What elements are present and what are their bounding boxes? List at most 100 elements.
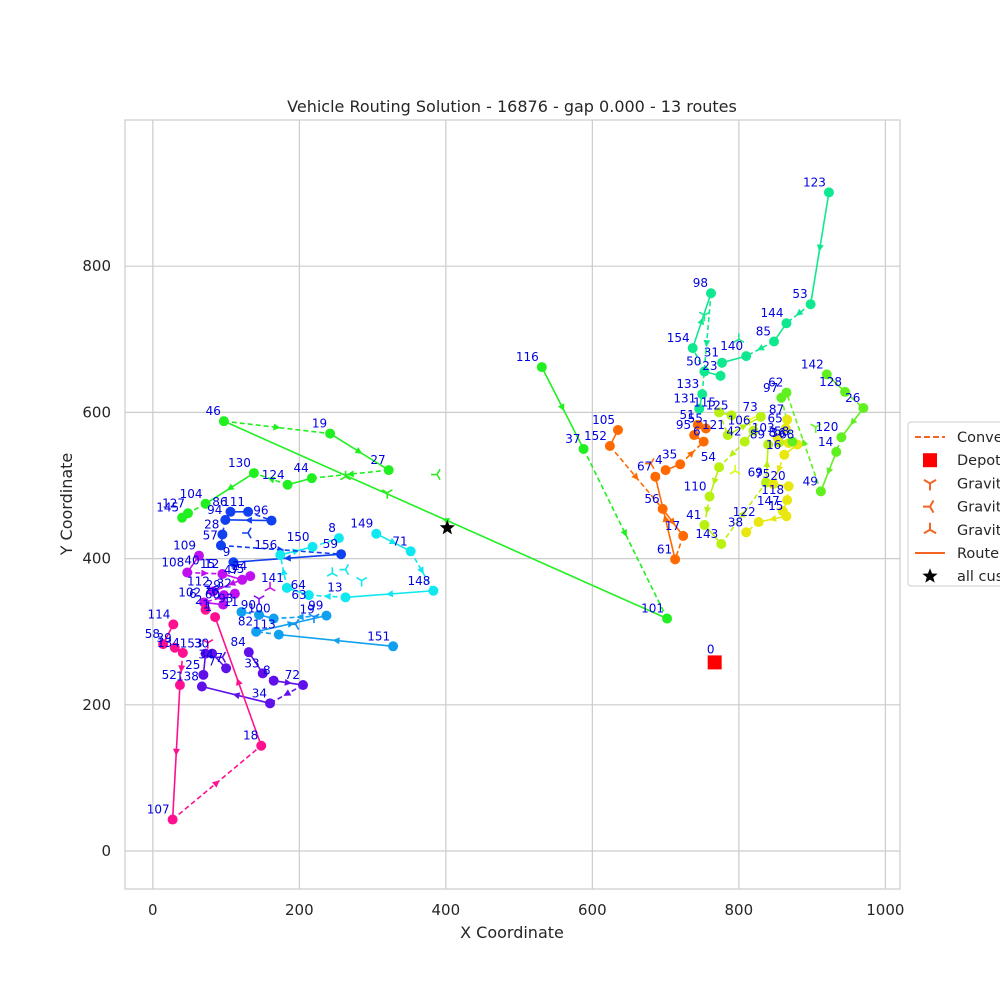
customer-node <box>254 609 265 620</box>
route-arrow <box>296 613 304 621</box>
route-arrow <box>226 483 235 491</box>
customer-node <box>698 436 709 447</box>
node-label: 75 <box>755 467 770 481</box>
route-arrow <box>668 517 676 526</box>
node-label: 63 <box>291 588 306 602</box>
route-arrow <box>283 689 292 696</box>
node-label: 71 <box>392 534 407 548</box>
route-segment <box>785 303 812 324</box>
node-label: 99 <box>308 599 323 613</box>
node-label: 47 <box>224 563 239 577</box>
route-arrow <box>280 567 288 576</box>
route-arrow <box>729 449 737 457</box>
customer-node <box>714 407 725 418</box>
y-tick-label: 400 <box>82 550 111 568</box>
customer-node <box>670 554 681 565</box>
chart-title: Vehicle Routing Solution - 16876 - gap 0… <box>287 97 737 116</box>
customer-node <box>217 568 228 579</box>
route-arrow <box>284 678 292 686</box>
x-tick-label: 600 <box>578 901 607 919</box>
node-label: 2 <box>195 593 203 607</box>
route-arrow <box>662 514 670 523</box>
customer-node <box>612 424 623 435</box>
route-arrow <box>687 450 695 458</box>
gravity-marker <box>729 464 741 475</box>
node-label: 53 <box>792 287 807 301</box>
customer-node <box>405 546 416 557</box>
node-label: 9 <box>223 545 231 559</box>
customer-node <box>763 439 774 450</box>
customer-node <box>174 680 185 691</box>
legend-swatch <box>923 479 937 491</box>
node-label: 144 <box>761 306 784 320</box>
customer-node <box>706 288 717 299</box>
customer-node <box>228 557 239 568</box>
customer-node <box>221 663 232 674</box>
legend-label: Gravit <box>957 500 1000 516</box>
customer-node <box>248 468 259 479</box>
x-tick-label: 400 <box>432 901 461 919</box>
node-label: 7 <box>208 654 216 668</box>
node-label: 98 <box>693 276 708 290</box>
gravity-marker <box>431 468 441 481</box>
node-label: 61 <box>657 542 672 556</box>
node-label: 113 <box>253 618 276 632</box>
node-label: 87 <box>769 403 784 417</box>
customer-node <box>268 675 279 686</box>
node-label: 14 <box>818 435 833 449</box>
route-arrow <box>738 510 746 519</box>
customer-node <box>741 351 752 362</box>
node-label: 35 <box>229 562 244 576</box>
customer-node <box>858 403 869 414</box>
customer-node <box>215 540 226 551</box>
customer-node <box>218 599 229 610</box>
route-arrow <box>703 339 711 348</box>
node-label: 31 <box>704 346 719 360</box>
node-label: 29 <box>206 578 221 592</box>
node-label: 59 <box>323 537 338 551</box>
node-label: 52 <box>162 668 177 682</box>
node-label: 138 <box>176 670 199 684</box>
y-axis-label: Y Coordinate <box>57 453 76 557</box>
customer-node <box>217 529 228 540</box>
node-label: 103 <box>752 421 775 435</box>
legend-label: all cus <box>957 569 1000 585</box>
route-arrow <box>763 460 771 468</box>
gravity-marker <box>339 563 350 576</box>
customer-node <box>716 538 727 549</box>
node-label: 85 <box>756 324 771 338</box>
route-arrow <box>273 423 281 431</box>
route-arrow <box>212 780 220 788</box>
node-label: 24 <box>232 559 247 573</box>
customer-node <box>207 586 218 597</box>
customer-node <box>169 642 180 653</box>
customer-node <box>273 629 284 640</box>
node-label: 34 <box>252 686 267 700</box>
y-tick-label: 0 <box>101 842 111 860</box>
node-label: 143 <box>695 527 718 541</box>
route-arrow <box>232 692 241 700</box>
customer-node <box>769 336 780 347</box>
node-label: 15 <box>200 557 215 571</box>
node-label: 68 <box>779 428 794 442</box>
node-label: 148 <box>407 574 430 588</box>
route-arrow <box>388 537 397 545</box>
customer-node <box>220 514 231 525</box>
node-label: 153 <box>180 637 203 651</box>
node-label: 56 <box>644 492 659 506</box>
node-label: 37 <box>565 432 580 446</box>
node-label: 72 <box>285 668 300 682</box>
customer-node <box>805 299 816 310</box>
route-segment <box>720 482 767 545</box>
customer-node <box>218 416 229 427</box>
customer-node <box>699 519 710 530</box>
customer-node <box>236 606 247 617</box>
customer-node <box>714 462 725 473</box>
customer-node <box>657 503 668 514</box>
node-label: 156 <box>254 538 277 552</box>
depot-label: 0 <box>707 642 715 656</box>
customer-node <box>578 443 589 454</box>
node-label: 46 <box>206 404 221 418</box>
customer-node <box>689 430 700 441</box>
